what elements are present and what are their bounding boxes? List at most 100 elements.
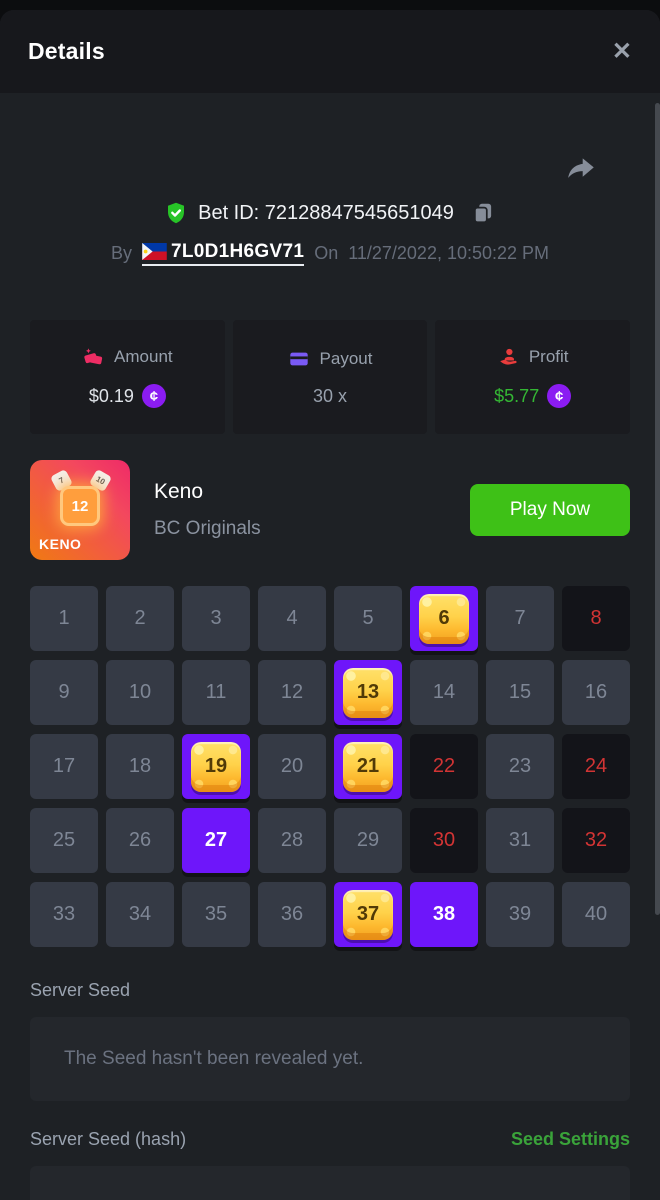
keno-cell-20-normal: 20 bbox=[258, 734, 326, 799]
keno-grid: 1 2 3 4 5 6 7 8 9 10 11 12 13 14 15 16 17 18 19 20 21 22 23 24 2… bbox=[30, 586, 630, 947]
stat-amount-header: Amount bbox=[82, 346, 173, 368]
hash-row: Server Seed (hash) Seed Settings bbox=[30, 1129, 630, 1150]
gold-gem-icon: 6 bbox=[419, 593, 469, 644]
stat-payout: Payout 30 x bbox=[232, 320, 428, 434]
username-text: 7L0D1H6GV71 bbox=[170, 240, 305, 262]
hand-person-icon bbox=[500, 348, 517, 365]
bet-id-text: Bet ID: 72128847545651049 bbox=[198, 201, 454, 224]
scrollbar-thumb[interactable] bbox=[655, 103, 660, 915]
cash-icon bbox=[84, 348, 103, 365]
server-seed-hash-box bbox=[30, 1166, 630, 1200]
gold-gem-icon: 13 bbox=[343, 667, 393, 718]
keno-cell-15-normal: 15 bbox=[486, 660, 554, 725]
stat-profit-value-row: $5.77 ¢ bbox=[494, 384, 572, 408]
coin-icon: ¢ bbox=[141, 384, 166, 408]
keno-cell-1-normal: 1 bbox=[30, 586, 98, 651]
game-row: 7 10 12 KENO Keno BC Originals Play Now bbox=[30, 460, 630, 560]
modal-header: Details ✕ bbox=[0, 10, 660, 93]
stat-profit-header: Profit bbox=[497, 346, 569, 368]
keno-cell-4-normal: 4 bbox=[258, 586, 326, 651]
seed-settings-link[interactable]: Seed Settings bbox=[510, 1129, 630, 1149]
keno-cell-38-selected: 38 bbox=[410, 882, 478, 947]
keno-cell-40-normal: 40 bbox=[562, 882, 630, 947]
keno-cell-37-hit: 37 bbox=[334, 882, 402, 947]
keno-cell-31-normal: 31 bbox=[486, 808, 554, 873]
keno-cell-10-normal: 10 bbox=[106, 660, 174, 725]
keno-cell-29-normal: 29 bbox=[334, 808, 402, 873]
keno-cell-19-hit: 19 bbox=[182, 734, 250, 799]
keno-cell-5-normal: 5 bbox=[334, 586, 402, 651]
username-link[interactable]: 7L0D1H6GV71 bbox=[141, 240, 305, 266]
stat-profit-label: Profit bbox=[528, 347, 569, 366]
stat-amount: Amount $0.19 ¢ bbox=[30, 320, 225, 434]
keno-cell-16-normal: 16 bbox=[562, 660, 630, 725]
keno-cell-3-normal: 3 bbox=[182, 586, 250, 651]
keno-cell-28-normal: 28 bbox=[258, 808, 326, 873]
keno-cell-18-normal: 18 bbox=[106, 734, 174, 799]
verified-shield-icon bbox=[168, 202, 185, 224]
keno-cell-25-normal: 25 bbox=[30, 808, 98, 873]
copy-icon[interactable] bbox=[470, 200, 496, 226]
keno-cell-24-miss: 24 bbox=[562, 734, 630, 799]
keno-cell-6-hit: 6 bbox=[410, 586, 478, 651]
keno-cell-39-normal: 39 bbox=[486, 882, 554, 947]
share-icon[interactable] bbox=[564, 151, 598, 185]
keno-cell-7-normal: 7 bbox=[486, 586, 554, 651]
keno-cell-2-normal: 2 bbox=[106, 586, 174, 651]
game-name: Keno bbox=[154, 480, 204, 503]
server-seed-hash-label: Server Seed (hash) bbox=[30, 1129, 187, 1149]
keno-cell-30-miss: 30 bbox=[410, 808, 478, 873]
card-icon bbox=[289, 352, 308, 365]
stat-amount-value: $0.19 bbox=[88, 385, 134, 406]
keno-cell-14-normal: 14 bbox=[410, 660, 478, 725]
keno-cell-17-normal: 17 bbox=[30, 734, 98, 799]
bet-id-row: Bet ID: 72128847545651049 bbox=[30, 197, 630, 229]
keno-cell-22-miss: 22 bbox=[410, 734, 478, 799]
server-seed-placeholder: The Seed hasn't been revealed yet. bbox=[64, 1048, 364, 1069]
bet-timestamp: 11/27/2022, 10:50:22 PM bbox=[348, 242, 550, 263]
keno-cell-8-miss: 8 bbox=[562, 586, 630, 651]
keno-game-thumbnail[interactable]: 7 10 12 KENO bbox=[30, 460, 130, 560]
server-seed-label: Server Seed bbox=[30, 980, 131, 1000]
keno-cell-34-normal: 34 bbox=[106, 882, 174, 947]
keno-cell-33-normal: 33 bbox=[30, 882, 98, 947]
keno-cell-32-miss: 32 bbox=[562, 808, 630, 873]
close-icon[interactable]: ✕ bbox=[611, 37, 632, 65]
by-label: By bbox=[110, 242, 132, 263]
keno-cell-35-normal: 35 bbox=[182, 882, 250, 947]
on-label: On bbox=[314, 242, 339, 263]
stat-profit: Profit $5.77 ¢ bbox=[435, 320, 631, 434]
modal-body: Bet ID: 72128847545651049 By 7L0D1H6GV71 bbox=[0, 151, 660, 1200]
stats-row: Amount $0.19 ¢ Payout bbox=[30, 320, 631, 434]
stat-amount-label: Amount bbox=[114, 347, 173, 366]
keno-tile-word: KENO bbox=[39, 536, 82, 552]
game-meta: Keno BC Originals bbox=[154, 480, 261, 540]
keno-cell-26-normal: 26 bbox=[106, 808, 174, 873]
bet-details-modal: Details ✕ Bet ID: 72128847545651049 bbox=[0, 10, 660, 1200]
byline-row: By 7L0D1H6GV71 On 11/27/2022, 10:50:22 P… bbox=[30, 239, 630, 267]
keno-cell-36-normal: 36 bbox=[258, 882, 326, 947]
stat-payout-header: Payout bbox=[288, 348, 373, 370]
coin-icon: ¢ bbox=[547, 384, 572, 408]
modal-title: Details bbox=[28, 38, 105, 64]
stat-payout-label: Payout bbox=[319, 348, 373, 368]
server-seed-box: The Seed hasn't been revealed yet. bbox=[30, 1017, 630, 1101]
keno-cell-9-normal: 9 bbox=[30, 660, 98, 725]
play-now-button[interactable]: Play Now bbox=[470, 484, 630, 536]
stat-payout-value-row: 30 x bbox=[313, 386, 347, 407]
share-row bbox=[30, 151, 630, 185]
gold-gem-icon: 19 bbox=[191, 741, 241, 792]
game-provider: BC Originals bbox=[154, 518, 261, 539]
keno-cell-27-selected: 27 bbox=[182, 808, 250, 873]
stat-amount-value-row: $0.19 ¢ bbox=[89, 384, 166, 408]
stat-profit-value: $5.77 bbox=[494, 385, 540, 406]
gold-gem-icon: 21 bbox=[343, 741, 393, 792]
philippines-flag-icon bbox=[142, 243, 167, 260]
keno-cell-23-normal: 23 bbox=[486, 734, 554, 799]
keno-cell-11-normal: 11 bbox=[182, 660, 250, 725]
gold-gem-icon: 37 bbox=[343, 889, 393, 940]
stat-payout-value: 30 x bbox=[312, 385, 348, 406]
keno-cell-13-hit: 13 bbox=[334, 660, 402, 725]
keno-cell-21-hit: 21 bbox=[334, 734, 402, 799]
